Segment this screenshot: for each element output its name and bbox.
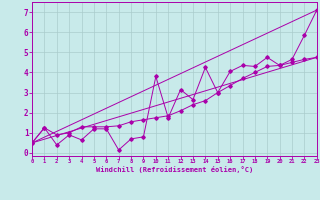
X-axis label: Windchill (Refroidissement éolien,°C): Windchill (Refroidissement éolien,°C) <box>96 166 253 173</box>
